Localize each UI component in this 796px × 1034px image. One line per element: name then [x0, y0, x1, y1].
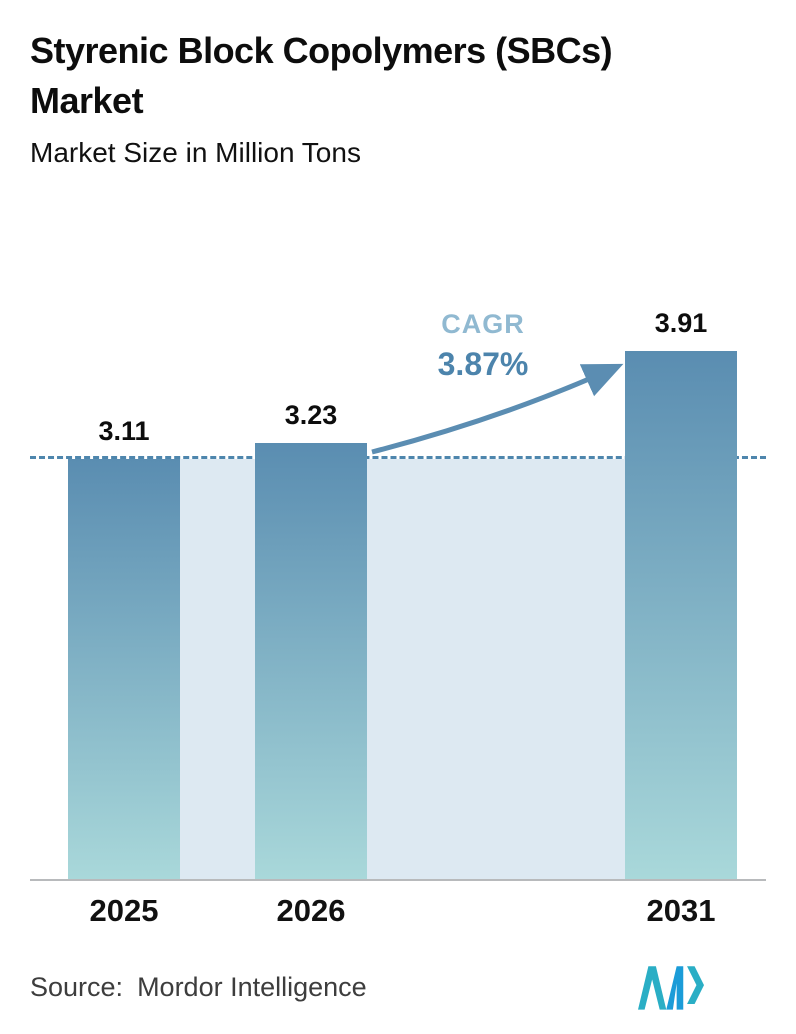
dashed-line [30, 456, 766, 460]
chart-title: Styrenic Block Copolymers (SBCs) Market [30, 26, 766, 125]
plot-area: 3.11 3.23 3.91 CAGR 3.87% [30, 279, 766, 882]
chart-subtitle: Market Size in Million Tons [30, 137, 361, 169]
x-tick-label: 2026 [276, 893, 346, 929]
x-tick-label: 2025 [89, 893, 159, 929]
bar-value-label: 3.11 [98, 416, 150, 447]
bar-group: 3.11 [68, 416, 180, 880]
source-value: Mordor Intelligence [137, 971, 367, 1002]
cagr-value: 3.87% [437, 346, 529, 383]
cagr-label: CAGR [441, 309, 525, 340]
cagr-annotation: CAGR 3.87% [403, 309, 563, 383]
chart-title-line1: Styrenic Block Copolymers (SBCs) [30, 30, 613, 71]
bar [68, 459, 180, 880]
bar-value-label: 3.91 [654, 308, 708, 339]
bar-group: 3.91 [625, 308, 737, 880]
footer: Source: Mordor Intelligence [30, 963, 766, 1011]
bar-group: 3.23 [255, 400, 367, 880]
chart-title-line2: Market [30, 79, 144, 121]
bar-value-label: 3.23 [284, 400, 338, 431]
x-tick-label: 2031 [646, 893, 716, 929]
bar [255, 443, 367, 880]
source-label: Source: [30, 971, 124, 1002]
x-axis-labels: 2025 2026 2031 [30, 879, 766, 945]
source-line: Source: Mordor Intelligence [30, 972, 367, 1003]
bar [625, 351, 737, 880]
x-axis-line [30, 879, 766, 882]
mordor-intelligence-logo [638, 966, 704, 1010]
